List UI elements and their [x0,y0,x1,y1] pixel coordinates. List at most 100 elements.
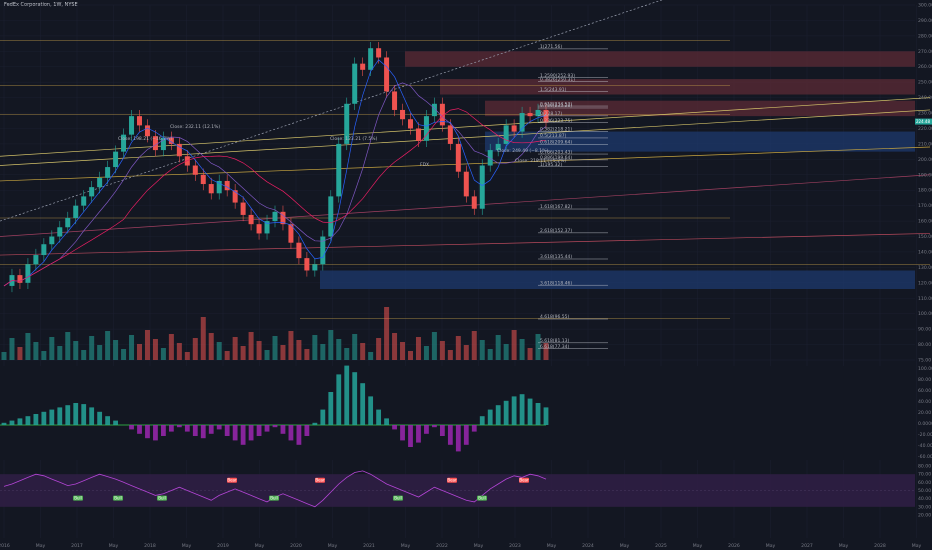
macd-bar [360,383,366,425]
macd-bar [503,400,509,425]
macd-bar [216,425,222,430]
rsi-badge-label: Bear [519,478,529,483]
macd-bar [129,425,134,430]
fib-label: 0.618(209.64) [540,140,572,146]
price-tick-label: 250.00 [918,80,932,86]
time-tick-label: 2020 [290,543,302,549]
rsi-badge-label: Bull [158,495,166,500]
ma-slow [3,108,547,287]
price-tick-label: 190.00 [918,172,932,178]
volume-bar [328,330,334,360]
rsi-badge [477,495,487,501]
volume-bar [256,341,262,360]
candle [168,137,174,144]
macd-bar [288,425,294,441]
demand-zone [320,270,915,289]
volume-bar [431,332,437,360]
candle [352,63,358,104]
candle [408,119,413,129]
supply-zone [440,79,915,95]
candle [240,202,246,215]
candle [336,143,342,197]
candle [41,244,47,256]
volume-bar [495,335,501,360]
macd-bar [416,425,421,443]
volume-bar [408,351,413,360]
macd-tick-label: 60.00 [918,388,931,394]
volume-bar [17,347,23,360]
volume-bar [471,331,477,360]
ma-fast [3,59,547,287]
rsi-tick-label: 80.00 [918,464,931,470]
macd-bar [41,411,47,425]
fib-label: 2.618(152.37) [540,228,572,234]
macd-bar [248,425,254,441]
macd-panel: 100.00 80.00 60.00 40.00 20.00 0.0000 -20.00 -4… [0,365,932,460]
price-tick-label: 200.00 [918,157,932,163]
time-tick-label: 2027 [801,543,813,549]
rsi-tick-label: 30.00 [918,504,931,510]
price-tick-label: 290.00 [918,18,932,24]
candle [137,116,142,126]
time-tick-label: May [255,543,265,549]
macd-tick-label: 40.00 [918,399,931,405]
macd-bar [113,420,118,425]
macd-tick-label: 20.00 [918,410,931,416]
trend-line [0,174,931,237]
volume-bar [439,341,445,360]
macd-bar [184,425,190,432]
volume-bar [527,348,533,360]
time-tick-label: May [474,543,484,549]
volume-bar [479,340,485,360]
macd-bar [280,425,286,434]
volume-bar [81,350,87,360]
candle [527,113,533,117]
macd-bar [161,425,166,436]
current-price-tag [915,118,932,125]
supply-zone [485,100,915,117]
macd-bar [463,425,469,445]
candle [415,128,421,141]
fib-levels: 1(271.56) 1.2590(252.93)0.3826(250.31) 1.5… [538,44,608,350]
price-tick-label: 110.00 [918,296,932,302]
volume-bars [1,307,549,360]
rsi-tick-label: 20.00 [918,513,931,519]
fib-label: 0.236(223.75) [540,118,572,124]
time-tick-label: May [693,543,703,549]
time-tick-label: May [36,543,46,549]
macd-bar [57,407,63,425]
trend-line [0,0,663,222]
candle [152,136,158,151]
trend-line [0,109,931,166]
price-tick-label: 90.00 [918,327,931,333]
macd-bar [137,425,142,434]
candle [248,214,254,225]
volume-bar [535,334,541,360]
time-tick-label: May [109,543,119,549]
volume-bar [25,333,31,360]
macd-bar [471,425,477,432]
volume-bar [121,349,127,360]
candle [129,116,135,135]
candle [431,103,437,117]
candle [439,103,445,126]
macd-bar [439,425,445,436]
rsi-badge [157,495,167,501]
time-tick-label: 2019 [217,543,229,549]
volume-bar [200,317,206,360]
candle [192,165,198,175]
fib-label: 0.786(233.28) [540,103,572,109]
trend-line [0,146,931,182]
candle [288,224,294,243]
macd-bar [400,425,405,441]
fib-label: 0.382(218.21) [540,126,572,132]
volume-bar [415,337,421,360]
volume-bar [97,345,103,360]
price-tick-label: 120.00 [918,280,932,286]
volume-bar [288,331,294,360]
price-tick-label: 160.00 [918,219,932,225]
price-tick-label: 150.00 [918,234,932,240]
rsi-badge [227,477,237,483]
rsi-tick-label: 50.00 [918,488,931,494]
